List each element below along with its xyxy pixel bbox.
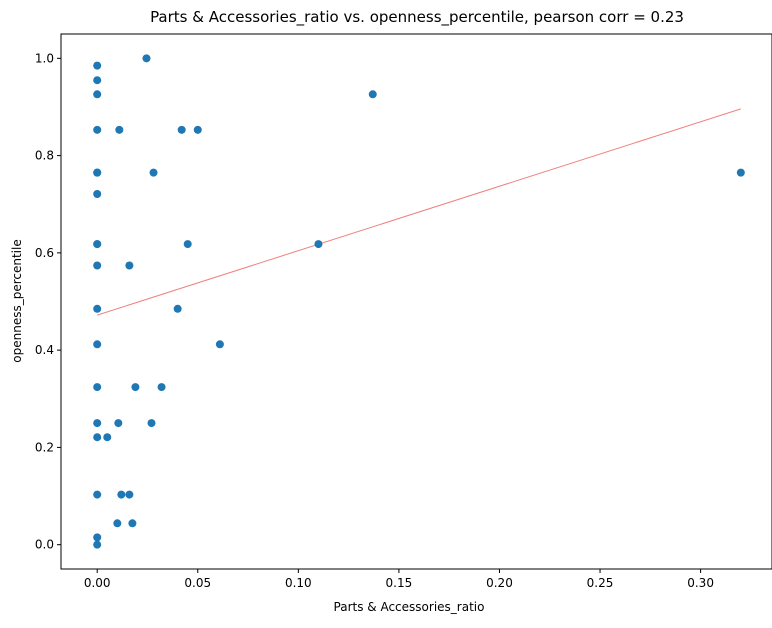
data-point-20 bbox=[114, 419, 123, 428]
data-point-14 bbox=[93, 433, 102, 442]
data-point-24 bbox=[125, 490, 134, 499]
x-tick-label: 0.15 bbox=[386, 576, 413, 590]
data-point-12 bbox=[93, 383, 102, 392]
x-axis-label: Parts & Accessories_ratio bbox=[334, 600, 485, 614]
x-tick-label: 0.00 bbox=[84, 576, 111, 590]
data-point-6 bbox=[93, 190, 102, 199]
data-point-22 bbox=[117, 490, 126, 499]
y-tick-label: 0.4 bbox=[35, 343, 54, 357]
data-point-28 bbox=[147, 419, 156, 428]
y-tick-label: 0.2 bbox=[35, 440, 54, 454]
plot-frame bbox=[60, 33, 772, 570]
data-point-5 bbox=[93, 168, 102, 177]
data-point-15 bbox=[93, 490, 102, 499]
data-point-31 bbox=[173, 304, 182, 313]
data-point-36 bbox=[314, 240, 323, 249]
data-point-18 bbox=[103, 433, 112, 442]
y-tick-label: 0.0 bbox=[35, 538, 54, 552]
data-point-3 bbox=[93, 125, 102, 134]
data-point-21 bbox=[115, 125, 124, 134]
data-point-11 bbox=[93, 340, 102, 349]
y-tick-label: 1.0 bbox=[35, 51, 54, 65]
trend-line bbox=[97, 108, 741, 316]
data-point-37 bbox=[368, 90, 377, 99]
data-point-26 bbox=[131, 383, 140, 392]
data-point-19 bbox=[113, 519, 122, 528]
data-point-32 bbox=[177, 125, 186, 134]
data-point-23 bbox=[125, 261, 134, 270]
data-point-33 bbox=[183, 240, 192, 249]
y-tick-label: 0.8 bbox=[35, 149, 54, 163]
data-point-0 bbox=[93, 61, 102, 70]
y-tick-label: 0.6 bbox=[35, 246, 54, 260]
data-point-30 bbox=[157, 383, 166, 392]
data-point-27 bbox=[142, 54, 151, 63]
x-tick-label: 0.25 bbox=[587, 576, 614, 590]
data-point-10 bbox=[93, 304, 102, 313]
x-tick-label: 0.20 bbox=[486, 576, 513, 590]
data-point-16 bbox=[93, 533, 102, 542]
data-point-29 bbox=[149, 168, 158, 177]
data-point-25 bbox=[128, 519, 137, 528]
data-point-17 bbox=[93, 540, 102, 549]
data-point-9 bbox=[93, 261, 102, 270]
x-tick-label: 0.30 bbox=[687, 576, 714, 590]
x-tick-label: 0.10 bbox=[285, 576, 312, 590]
y-axis-label: openness_percentile bbox=[10, 239, 24, 362]
data-point-2 bbox=[93, 90, 102, 99]
x-tick-label: 0.05 bbox=[184, 576, 211, 590]
data-point-8 bbox=[93, 240, 102, 249]
data-point-1 bbox=[93, 76, 102, 85]
data-point-35 bbox=[215, 340, 224, 349]
chart-title: Parts & Accessories_ratio vs. openness_p… bbox=[150, 8, 684, 27]
data-point-38 bbox=[736, 168, 745, 177]
data-point-13 bbox=[93, 419, 102, 428]
data-point-34 bbox=[193, 125, 202, 134]
